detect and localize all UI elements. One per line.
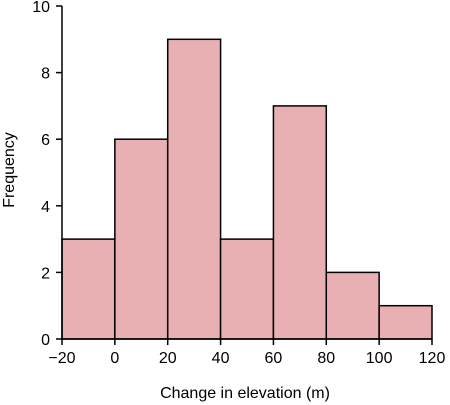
x-tick-label: 0	[110, 350, 119, 367]
histogram-bar-5	[325, 271, 380, 340]
histogram-bar-2	[166, 38, 222, 340]
x-tick-label: 80	[317, 350, 335, 367]
y-tick-label: 8	[41, 66, 50, 83]
x-tick-label: 20	[159, 350, 177, 367]
y-tick-label: 0	[41, 332, 50, 349]
y-tick-label: 6	[41, 132, 50, 149]
y-ticks: 0 2 4 6 8 10	[32, 0, 62, 349]
x-tick-label: −20	[48, 350, 75, 367]
x-ticks: −20 0 20 40 60 80 100 120	[48, 339, 445, 367]
y-tick-label: 2	[41, 265, 50, 282]
x-tick-label: 60	[265, 350, 283, 367]
y-tick-label: 4	[41, 199, 50, 216]
x-tick-label: 40	[212, 350, 230, 367]
x-tick-label: 100	[366, 350, 393, 367]
bars	[61, 38, 433, 340]
x-tick-label: 120	[419, 350, 446, 367]
histogram-bar-1	[114, 138, 169, 340]
histogram-bar-4	[272, 105, 328, 340]
y-tick-label: 10	[32, 0, 50, 16]
histogram-bar-6	[378, 304, 433, 340]
axes	[61, 6, 432, 340]
y-axis-title: Frequency	[1, 132, 18, 208]
x-axis-title: Change in elevation (m)	[160, 385, 330, 402]
histogram-bar-3	[219, 238, 275, 340]
histogram-bar-0	[61, 238, 116, 340]
